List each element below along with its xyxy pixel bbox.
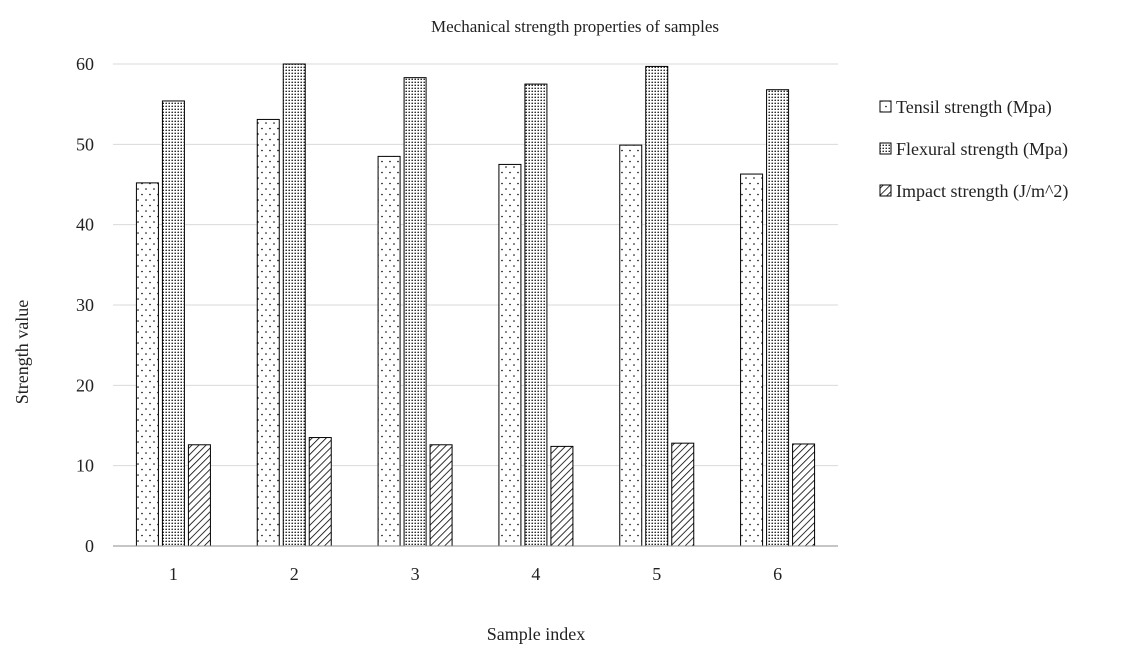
bar-series-2-sample-1	[161, 100, 185, 547]
y-tick-label: 50	[76, 134, 94, 154]
bar-series-3-sample-5	[671, 442, 695, 547]
legend-swatch	[879, 142, 892, 155]
legend-entry-label: Flexural strength (Mpa)	[896, 139, 1068, 160]
y-axis-ticks: 0 10 20 30 40 50 60	[76, 54, 94, 556]
y-tick-label: 10	[76, 456, 94, 476]
x-tick-label: 3	[411, 564, 420, 584]
legend-entry-label: Impact strength (J/m^2)	[896, 181, 1068, 202]
bar-series-3-sample-2	[308, 437, 332, 547]
bar-series-1-sample-3	[377, 155, 401, 547]
bar-series-2-sample-2	[282, 63, 306, 547]
x-axis-label: Sample index	[487, 624, 585, 644]
bar-series-3-sample-3	[429, 444, 453, 547]
x-tick-label: 5	[652, 564, 661, 584]
bar-series-1-sample-5	[619, 144, 643, 547]
chart-title: Mechanical strength properties of sample…	[431, 17, 719, 36]
y-tick-label: 0	[85, 536, 94, 556]
bar-series-1-sample-1	[135, 182, 159, 547]
legend: Tensil strength (Mpa) Flexural strength (…	[879, 97, 1068, 202]
legend-swatch	[879, 184, 892, 197]
y-tick-label: 60	[76, 54, 94, 74]
x-tick-label: 4	[531, 564, 540, 584]
legend-entry-label: Tensil strength (Mpa)	[896, 97, 1052, 118]
x-tick-label: 1	[169, 564, 178, 584]
bar-series-1-sample-4	[498, 163, 522, 547]
bar-series-2-sample-6	[766, 89, 790, 547]
bar-series-2-sample-3	[403, 77, 427, 547]
x-axis-ticks: 1 2 3 4 5 6	[169, 564, 782, 584]
y-tick-label: 30	[76, 295, 94, 315]
x-tick-label: 2	[290, 564, 299, 584]
bars	[135, 63, 816, 547]
legend-swatch	[879, 100, 892, 113]
bar-series-2-sample-5	[645, 65, 669, 547]
y-tick-label: 40	[76, 215, 94, 235]
bar-series-3-sample-6	[792, 443, 816, 547]
y-axis-label: Strength value	[12, 300, 32, 404]
x-tick-label: 6	[773, 564, 782, 584]
y-tick-label: 20	[76, 375, 94, 395]
bar-series-3-sample-4	[550, 445, 574, 547]
bar-series-3-sample-1	[187, 444, 211, 547]
bar-series-1-sample-2	[256, 118, 280, 547]
bar-series-1-sample-6	[740, 173, 764, 547]
bar-series-2-sample-4	[524, 83, 548, 547]
gridlines	[113, 63, 838, 467]
